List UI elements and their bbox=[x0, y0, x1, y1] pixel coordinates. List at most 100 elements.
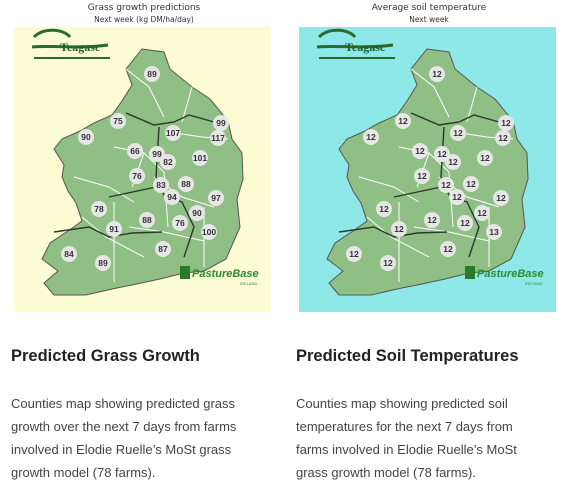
pasturebase-logo-sub: IRELAND bbox=[240, 281, 257, 286]
grass-value-label: 88 bbox=[181, 179, 191, 189]
grass-value-label: 66 bbox=[130, 146, 140, 156]
soil-label-bg bbox=[438, 177, 454, 193]
soil-label-bg bbox=[463, 176, 479, 192]
soil-map-title: Average soil temperature Next week bbox=[299, 3, 559, 25]
grass-value-label: 99 bbox=[152, 149, 162, 159]
soil-value-label: 12 bbox=[366, 132, 376, 142]
soil-label-bg bbox=[395, 113, 411, 129]
grass-heading: Predicted Grass Growth bbox=[11, 347, 200, 365]
grass-value-label: 78 bbox=[94, 204, 104, 214]
soil-value-label: 12 bbox=[496, 193, 506, 203]
soil-value-label: 12 bbox=[466, 179, 476, 189]
soil-value-label: 12 bbox=[452, 192, 462, 202]
soil-label-bg bbox=[474, 205, 490, 221]
soil-value-label: 12 bbox=[432, 69, 442, 79]
grass-value-label: 83 bbox=[156, 180, 166, 190]
grass-value-label: 90 bbox=[192, 208, 202, 218]
grass-description: Counties map showing predicted grass gro… bbox=[11, 396, 237, 480]
soil-label-bg bbox=[363, 129, 379, 145]
teagasc-logo-text: Teagasc bbox=[345, 40, 386, 54]
grass-map-title: Grass growth predictions Next week (kg D… bbox=[14, 3, 274, 25]
grass-value-label: 99 bbox=[216, 118, 226, 128]
soil-value-label: 12 bbox=[498, 133, 508, 143]
grass-value-label: 90 bbox=[81, 132, 91, 142]
grass-label-bg bbox=[189, 205, 205, 221]
soil-label-bg bbox=[457, 215, 473, 231]
soil-value-label: 13 bbox=[489, 227, 499, 237]
soil-value-label: 12 bbox=[417, 171, 427, 181]
grass-map-subtitle: Next week (kg DM/ha/day) bbox=[94, 15, 194, 24]
grass-label-bg bbox=[192, 150, 208, 166]
grass-value-label: 87 bbox=[158, 244, 168, 254]
grass-label-bg bbox=[213, 115, 229, 131]
pasturebase-logo-sub: IRELAND bbox=[525, 281, 542, 286]
soil-value-label: 12 bbox=[477, 208, 487, 218]
soil-label-bg bbox=[495, 130, 511, 146]
pasturebase-logo: PastureBase IRELAND bbox=[180, 266, 259, 286]
grass-value-label: 91 bbox=[109, 224, 119, 234]
soil-temperature-map: 12 12 12 12 12 12 12 12 12 12 12 12 12 12 12 12 12 12 12 12… bbox=[299, 27, 556, 312]
soil-label-bg bbox=[391, 221, 407, 237]
grass-label-bg bbox=[110, 113, 126, 129]
grass-value-label: 89 bbox=[147, 69, 157, 79]
grass-value-label: 76 bbox=[132, 171, 142, 181]
grass-map-title-text: Grass growth predictions bbox=[87, 3, 201, 13]
grass-value-label: 107 bbox=[166, 128, 180, 138]
soil-heading: Predicted Soil Temperatures bbox=[296, 347, 519, 365]
grass-label-bg bbox=[127, 143, 143, 159]
grass-label-bg bbox=[164, 189, 180, 205]
soil-value-label: 12 bbox=[349, 249, 359, 259]
pasturebase-logo-text: PastureBase bbox=[192, 268, 259, 280]
grass-label-bg bbox=[155, 241, 171, 257]
soil-value-label: 12 bbox=[443, 244, 453, 254]
grass-growth-map: 89 75 99 107 117 90 66 99 82 101 76 83 88 94 97 90 78 88 7… bbox=[14, 27, 271, 312]
soil-map-title-text: Average soil temperature bbox=[371, 3, 487, 13]
soil-label-bg bbox=[429, 66, 445, 82]
grass-value-label: 97 bbox=[211, 193, 221, 203]
soil-value-label: 12 bbox=[398, 116, 408, 126]
soil-label-bg bbox=[486, 224, 502, 240]
soil-label-bg bbox=[493, 190, 509, 206]
soil-map-subtitle: Next week bbox=[409, 15, 449, 24]
teagasc-logo: Teagasc bbox=[31, 28, 110, 59]
grass-label-bg bbox=[210, 130, 226, 146]
grass-label-bg bbox=[61, 246, 77, 262]
soil-value-label: 12 bbox=[441, 180, 451, 190]
grass-value-label: 100 bbox=[202, 227, 216, 237]
soil-value-label: 12 bbox=[480, 153, 490, 163]
soil-label-bg bbox=[346, 246, 362, 262]
teagasc-logo-text: Teagasc bbox=[60, 40, 101, 54]
grass-label-bg bbox=[91, 201, 107, 217]
soil-value-label: 12 bbox=[501, 118, 511, 128]
grass-value-label: 84 bbox=[64, 249, 74, 259]
soil-value-label: 12 bbox=[460, 218, 470, 228]
soil-value-label: 12 bbox=[427, 215, 437, 225]
grass-label-bg bbox=[149, 146, 165, 162]
grass-value-label: 117 bbox=[211, 133, 225, 143]
soil-description: Counties map showing predicted soil temp… bbox=[296, 396, 517, 480]
grass-value-label: 75 bbox=[113, 116, 123, 126]
soil-value-label: 12 bbox=[437, 149, 447, 159]
soil-value-label: 12 bbox=[394, 224, 404, 234]
soil-label-bg bbox=[449, 189, 465, 205]
soil-label-bg bbox=[498, 115, 514, 131]
grass-label-bg bbox=[201, 224, 217, 240]
grass-label-bg bbox=[144, 66, 160, 82]
soil-label-bg bbox=[380, 255, 396, 271]
grass-label-bg bbox=[95, 255, 111, 271]
grass-value-label: 94 bbox=[167, 192, 177, 202]
teagasc-logo: Teagasc bbox=[316, 28, 395, 59]
grass-label-bg bbox=[172, 215, 188, 231]
soil-label-bg bbox=[424, 212, 440, 228]
soil-label-bg bbox=[376, 201, 392, 217]
grass-label-bg bbox=[129, 168, 145, 184]
grass-label-bg bbox=[178, 176, 194, 192]
soil-value-label: 12 bbox=[379, 204, 389, 214]
grass-value-label: 76 bbox=[175, 218, 185, 228]
grass-value-label: 88 bbox=[142, 215, 152, 225]
grass-label-bg bbox=[165, 125, 181, 141]
